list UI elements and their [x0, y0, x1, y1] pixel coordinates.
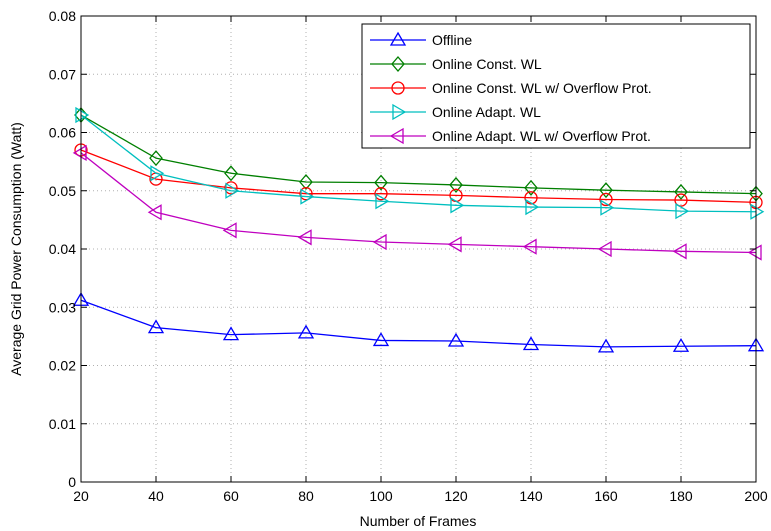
- data-point: [375, 193, 390, 210]
- data-point: [299, 187, 313, 201]
- y-tick-label: 0.01: [49, 416, 76, 432]
- data-point: [372, 332, 390, 347]
- data-point: [374, 187, 388, 201]
- data-point: [225, 182, 240, 199]
- y-tick-label: 0.02: [49, 358, 76, 374]
- x-tick-label: 100: [369, 488, 393, 504]
- data-point: [449, 176, 463, 193]
- data-point: [674, 193, 688, 207]
- x-tick-label: 60: [223, 488, 239, 504]
- legend-swatch-marker: [391, 81, 405, 95]
- data-point: [750, 203, 765, 220]
- series-line: [80, 114, 757, 213]
- data-point: [297, 229, 312, 246]
- series-3: [74, 143, 763, 210]
- legend-label: Online Const. WL w/ Overflow Prot.: [432, 80, 652, 96]
- ticks-layer: 20 40 60 80 100 120 140 160 180 200 0 0.01 0.02 0.03 0…: [49, 8, 768, 504]
- data-point: [447, 332, 465, 347]
- legend-swatch-marker: [389, 127, 404, 145]
- data-point: [674, 183, 688, 200]
- data-point: [599, 192, 613, 207]
- data-point: [522, 336, 540, 351]
- series-1: [72, 291, 765, 353]
- data-point: [222, 222, 237, 239]
- y-tick-label: 0: [68, 474, 76, 490]
- data-point: [372, 233, 387, 251]
- data-point: [297, 324, 315, 339]
- data-point: [597, 338, 615, 353]
- x-tick-label: 80: [298, 488, 314, 504]
- data-point: [675, 203, 690, 220]
- legend-box: [361, 23, 751, 149]
- data-point: [300, 188, 315, 205]
- series-line: [80, 149, 757, 204]
- series-line: [80, 114, 757, 195]
- legend-entry: Online Adapt. WL w/ Overflow Prot.: [370, 127, 651, 145]
- y-axis-label: Average Grid Power Consumption (Watt): [8, 122, 24, 376]
- series-4: [75, 106, 765, 220]
- legend-label: Online Adapt. WL: [432, 104, 541, 120]
- y-tick-label: 0.07: [49, 66, 76, 82]
- data-point: [524, 179, 538, 196]
- data-point: [672, 243, 687, 260]
- legend-entry: Online Const. WL: [370, 56, 542, 72]
- data-point: [600, 199, 615, 216]
- x-tick-label: 140: [519, 488, 543, 504]
- legend-entry: Offline: [370, 31, 472, 48]
- legend-swatch-marker: [389, 31, 407, 46]
- legend-swatch-marker: [392, 103, 407, 121]
- data-point: [72, 144, 87, 162]
- data-point: [450, 197, 465, 214]
- y-tick-label: 0.04: [49, 241, 76, 257]
- x-tick-label: 200: [744, 488, 768, 504]
- y-tick-label: 0.06: [49, 125, 76, 141]
- y-tick-label: 0.05: [49, 183, 76, 199]
- y-tick-label: 0.03: [49, 299, 76, 315]
- data-point: [224, 181, 238, 195]
- data-point: [525, 198, 540, 216]
- series-line: [80, 299, 757, 348]
- x-axis-label: Number of Frames: [360, 513, 477, 529]
- x-tick-label: 180: [669, 488, 693, 504]
- x-tick-label: 20: [73, 488, 89, 504]
- data-point: [599, 182, 613, 199]
- series-line: [80, 152, 757, 254]
- x-tick-label: 160: [594, 488, 618, 504]
- data-point: [222, 326, 240, 341]
- data-point: [597, 240, 612, 258]
- series-layer: [72, 106, 765, 353]
- y-tick-label: 0.08: [49, 8, 76, 24]
- grid-layer: [81, 16, 756, 482]
- data-point: [299, 174, 313, 191]
- series-5: [72, 144, 762, 261]
- data-point: [447, 236, 462, 253]
- legend-entry: Online Const. WL w/ Overflow Prot.: [370, 80, 652, 96]
- legend-label: Offline: [432, 32, 472, 48]
- data-point: [374, 174, 388, 191]
- data-point: [524, 191, 538, 205]
- legend-swatch-marker: [391, 56, 405, 72]
- legend-label: Online Adapt. WL w/ Overflow Prot.: [432, 128, 651, 144]
- legend-entry: Online Adapt. WL: [370, 103, 541, 121]
- legend-label: Online Const. WL: [432, 56, 542, 72]
- x-tick-label: 40: [148, 488, 164, 504]
- legend: Offline Online Const. WL Online Const. WL …: [361, 23, 751, 149]
- data-point: [522, 238, 537, 255]
- data-point: [150, 165, 165, 182]
- data-point: [224, 165, 238, 182]
- data-point: [672, 337, 690, 352]
- x-tick-label: 120: [444, 488, 468, 504]
- data-point: [147, 204, 162, 221]
- data-point: [147, 319, 165, 334]
- data-point: [75, 106, 90, 124]
- data-point: [149, 150, 163, 167]
